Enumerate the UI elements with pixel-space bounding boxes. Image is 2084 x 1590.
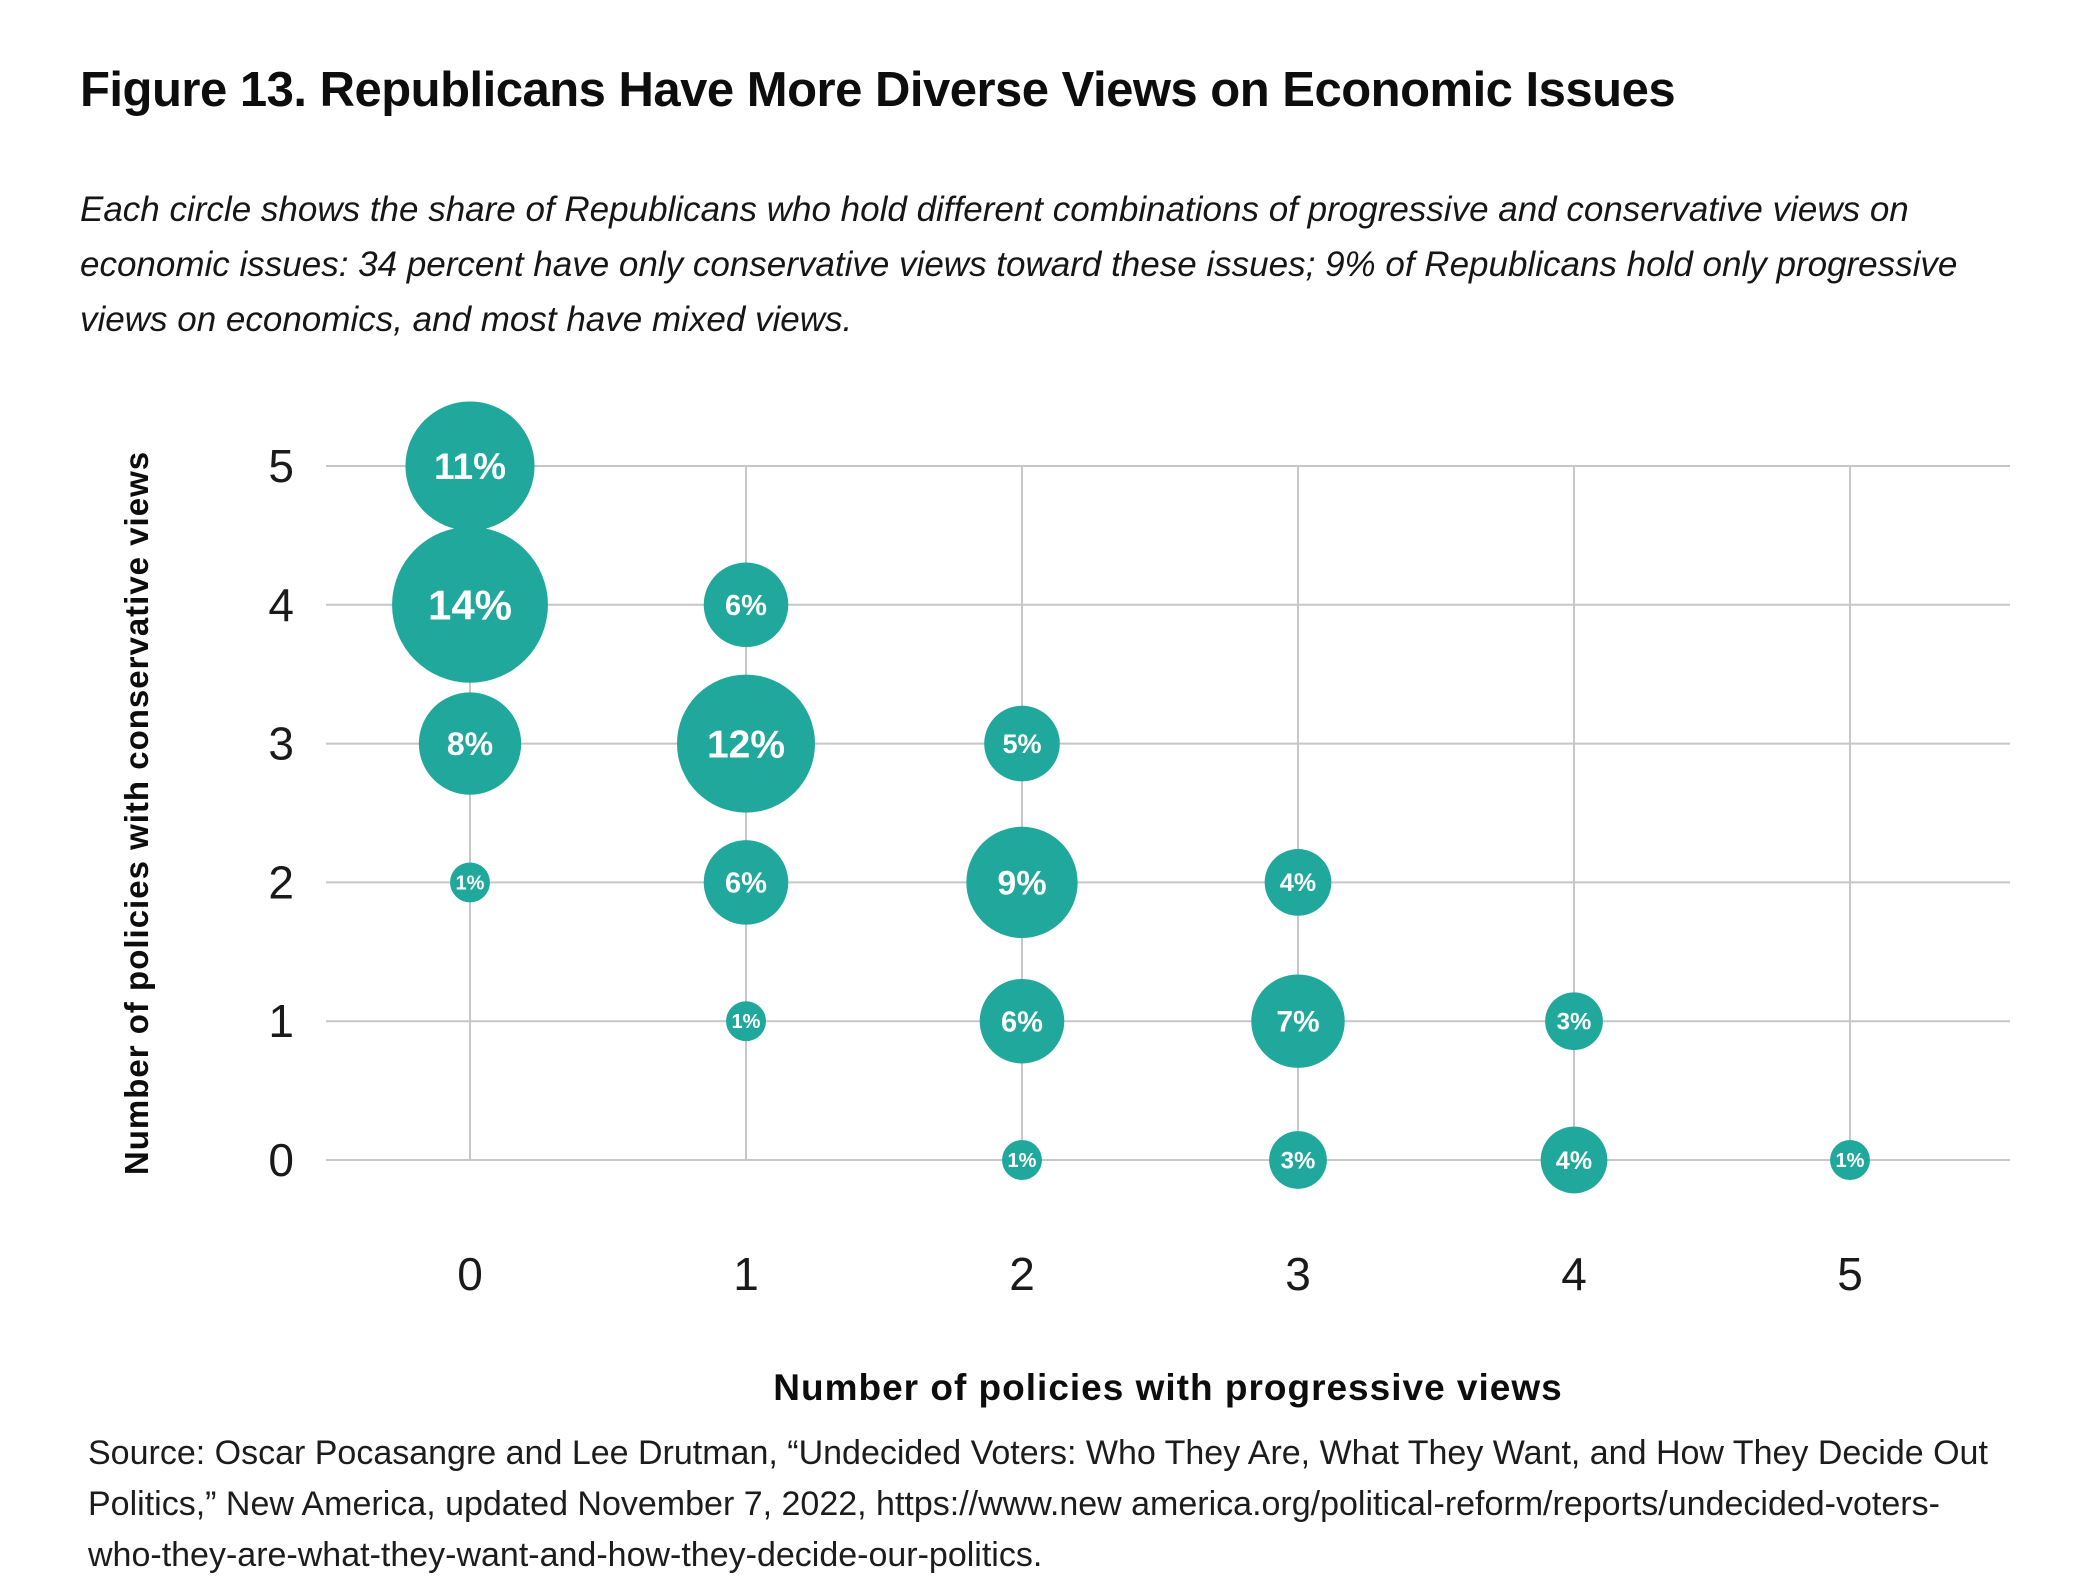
bubble-label-x0-y5: 11% [434, 446, 506, 487]
bubble-label-x3-y2: 4% [1280, 869, 1316, 897]
bubble-x2-y2 [966, 826, 1078, 939]
bubble-label-x0-y4: 14% [428, 582, 512, 629]
bubble-x3-y1 [1251, 974, 1345, 1068]
bubble-label-x2-y1: 6% [1001, 1006, 1043, 1038]
x-axis-title: Number of policies with progressive view… [773, 1367, 1563, 1408]
bubble-label-x3-y1: 7% [1276, 1006, 1319, 1039]
bubble-x0-y3 [418, 692, 522, 795]
bubble-label-x1-y3: 12% [707, 723, 785, 766]
bubble-x3-y2 [1264, 849, 1332, 916]
bubble-x0-y2 [450, 862, 490, 903]
y-tick-label-0: 0 [268, 1134, 294, 1186]
bubble-x1-y2 [703, 840, 789, 925]
source-citation: Source: Oscar Pocasangre and Lee Drutman… [88, 1434, 1988, 1574]
bubble-label-x0-y3: 8% [447, 726, 493, 762]
y-tick-label-2: 2 [268, 856, 294, 908]
bubble-label-x1-y1: 1% [732, 1011, 761, 1033]
bubble-x2-y0 [1002, 1140, 1042, 1180]
figure-title: Figure 13. Republicans Have More Diverse… [80, 63, 1676, 117]
bubble-label-x4-y0: 4% [1556, 1147, 1592, 1175]
bubble-x2-y1 [979, 978, 1065, 1064]
bubble-x4-y1 [1545, 992, 1603, 1051]
bubble-label-x4-y1: 3% [1557, 1009, 1592, 1036]
y-tick-label-3: 3 [268, 718, 294, 770]
bubble-x0-y5 [405, 401, 535, 531]
bubble-label-x2-y2: 9% [997, 864, 1046, 902]
x-tick-label-5: 5 [1837, 1248, 1863, 1300]
x-tick-label-4: 4 [1561, 1248, 1587, 1300]
x-tick-label-2: 2 [1009, 1248, 1035, 1300]
y-axis-title: Number of policies with conservative vie… [118, 450, 155, 1176]
bubble-x0-y4 [392, 526, 548, 683]
bubble-label-x0-y2: 1% [456, 872, 485, 894]
bubble-label-x2-y0: 1% [1008, 1150, 1037, 1172]
bubble-label-x1-y2: 6% [725, 868, 767, 900]
y-tick-label-1: 1 [268, 995, 294, 1047]
bubble-label-x5-y0: 1% [1836, 1150, 1865, 1172]
bubble-label-x3-y0: 3% [1281, 1147, 1316, 1174]
bubble-x4-y0 [1540, 1126, 1608, 1194]
bubble-x2-y3 [984, 705, 1060, 782]
bubble-label-x1-y4: 6% [725, 590, 767, 622]
x-tick-label-3: 3 [1285, 1248, 1311, 1300]
bubble-label-x2-y3: 5% [1002, 729, 1041, 759]
y-tick-label-5: 5 [268, 440, 294, 492]
y-tick-label-4: 4 [268, 579, 294, 631]
bubble-x3-y0 [1269, 1131, 1327, 1189]
x-tick-label-0: 0 [457, 1248, 483, 1300]
bubble-x1-y3 [676, 674, 816, 813]
bubble-x1-y4 [703, 562, 789, 648]
bubble-x5-y0 [1830, 1140, 1870, 1180]
x-tick-label-1: 1 [733, 1248, 759, 1300]
bubble-x1-y1 [726, 1001, 766, 1042]
figure-subtitle: Each circle shows the share of Republica… [80, 190, 1958, 339]
